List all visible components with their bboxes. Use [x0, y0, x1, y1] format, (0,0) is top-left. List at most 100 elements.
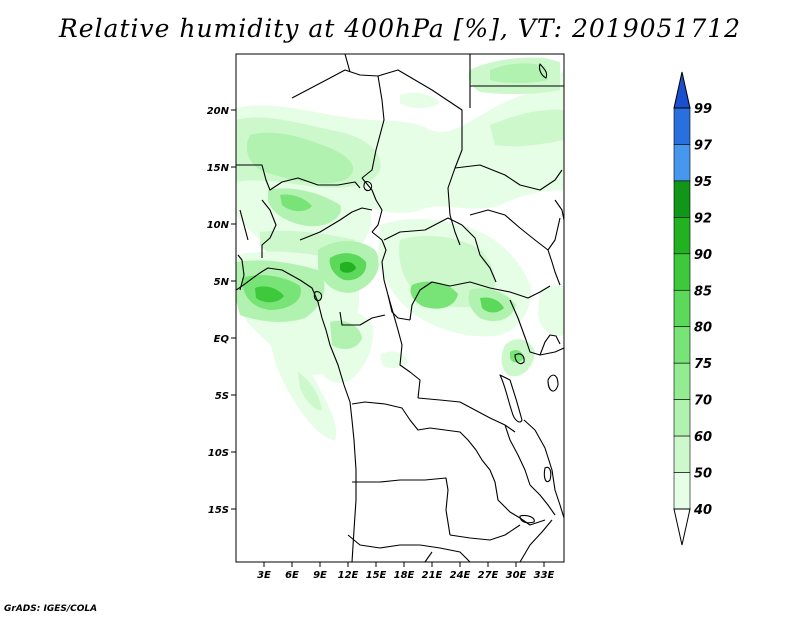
lon-label: 18E — [394, 570, 415, 581]
border-line — [361, 177, 383, 233]
lon-label: 15E — [366, 570, 387, 581]
lon-label: 27E — [478, 570, 499, 581]
lake-outline — [543, 466, 552, 483]
humidity-band-central — [420, 255, 452, 273]
lon-label: 24E — [450, 570, 471, 581]
lake-outline — [538, 63, 548, 79]
border-line — [409, 281, 551, 321]
border-line — [351, 401, 477, 451]
colorbar-segment — [673, 435, 691, 473]
lat-label: 20N — [207, 106, 230, 117]
border-line — [454, 164, 563, 191]
humidity-band-north — [490, 63, 548, 83]
humidity-band-central — [480, 297, 504, 313]
lake-outline — [499, 374, 523, 423]
border-line — [371, 231, 411, 321]
border-line — [339, 311, 386, 326]
lake-outline — [514, 353, 525, 365]
chart-title: Relative humidity at 400hPa [%], VT: 201… — [58, 14, 742, 43]
border-line — [239, 209, 249, 241]
humidity-band-coast — [298, 372, 322, 411]
colorbar-top-arrow — [673, 71, 691, 109]
colorbar: 40 50 60 70 75 80 85 90 92 95 97 99 — [673, 71, 713, 546]
border-line — [461, 224, 497, 283]
border-line — [387, 294, 421, 399]
border-line — [534, 429, 564, 519]
border-line — [449, 524, 521, 541]
colorbar-label: 75 — [694, 357, 712, 372]
border-line — [539, 334, 561, 356]
colorbar-label: 90 — [694, 248, 712, 263]
border-line — [352, 477, 451, 536]
border-line — [509, 299, 564, 356]
humidity-core-gulf-of-guinea — [255, 286, 284, 303]
credit-label: GrADS: IGES/COLA — [4, 604, 98, 614]
border-line — [523, 419, 536, 431]
country-borders — [236, 54, 564, 562]
border-line — [344, 54, 351, 73]
border-line — [383, 217, 463, 241]
lon-label: 30E — [506, 570, 527, 581]
humidity-band-congo — [330, 320, 362, 350]
lon-label: 12E — [338, 570, 359, 581]
lat-label: 10N — [207, 220, 230, 231]
latitude-axis: 20N 15N 10N 5N EQ 5S 10S 15S — [207, 106, 236, 516]
border-line — [504, 424, 531, 486]
border-line — [236, 164, 361, 191]
colorbar-segment — [673, 217, 691, 255]
colorbar-segment — [673, 144, 691, 182]
map-frame — [235, 53, 565, 563]
colorbar-label: 50 — [694, 467, 712, 482]
border-line — [291, 69, 385, 179]
humidity-band-sahel — [490, 109, 564, 147]
border-line — [347, 534, 471, 562]
lon-label: 21E — [422, 570, 443, 581]
lat-label: 5S — [215, 391, 229, 402]
border-line — [469, 209, 561, 251]
lake-outline — [313, 291, 323, 302]
colorbar-segment — [673, 180, 691, 218]
colorbar-label: 80 — [694, 321, 712, 336]
humidity-band-east — [538, 285, 564, 336]
lat-label: 5N — [214, 277, 230, 288]
lon-label: 6E — [285, 570, 299, 581]
colorbar-label: 70 — [694, 394, 712, 409]
border-line — [529, 484, 556, 516]
lon-label: 3E — [257, 570, 271, 581]
humidity-band-north — [400, 92, 440, 109]
humidity-band-west — [280, 194, 312, 212]
longitude-axis: 3E 6E 9E 12E 15E 18E 21E 24E 27E 30E 33E — [257, 562, 555, 581]
lat-label: EQ — [214, 334, 230, 345]
colorbar-label: 60 — [694, 430, 712, 445]
colorbar-label: 40 — [693, 503, 712, 518]
border-line — [424, 551, 433, 562]
colorbar-segment — [673, 399, 691, 437]
colorbar-segment — [673, 326, 691, 364]
colorbar-segment — [673, 107, 691, 145]
border-line — [417, 397, 516, 433]
colorbar-label: 99 — [694, 102, 712, 117]
lon-label: 33E — [534, 570, 555, 581]
humidity-core-cameroon — [340, 261, 356, 273]
humidity-band-east — [380, 351, 408, 369]
lat-label: 15N — [207, 163, 230, 174]
border-line — [237, 254, 245, 291]
border-line — [554, 199, 564, 221]
humidity-shading — [236, 57, 564, 440]
colorbar-bottom-arrow — [673, 508, 691, 546]
colorbar-label: 95 — [694, 175, 712, 190]
border-line — [236, 267, 357, 562]
colorbar-segment — [673, 289, 691, 328]
colorbar-label: 97 — [694, 138, 713, 153]
border-line — [261, 199, 277, 258]
border-line — [299, 207, 373, 241]
border-line — [519, 519, 553, 562]
lake-outline — [519, 514, 535, 524]
colorbar-label: 92 — [694, 211, 712, 226]
lon-label: 9E — [313, 570, 327, 581]
colorbar-segment — [673, 253, 691, 291]
humidity-band-sahel — [246, 132, 354, 184]
border-line — [377, 69, 463, 246]
lat-label: 10S — [208, 448, 229, 459]
